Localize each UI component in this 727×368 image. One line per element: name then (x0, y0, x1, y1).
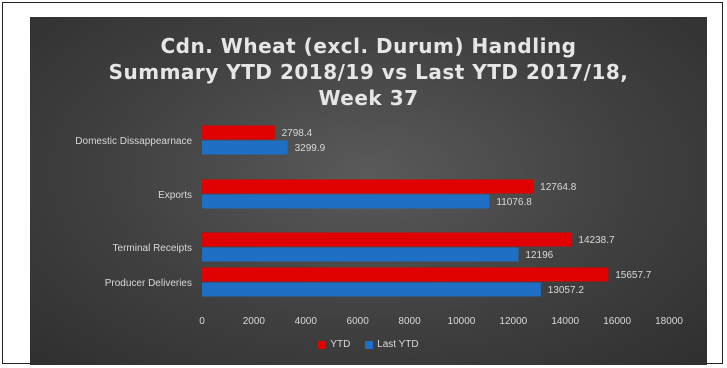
bar-ytd-terminal-receipts (202, 232, 572, 247)
legend-swatch-last-ytd (365, 340, 374, 349)
data-label-ytd-exports: 12764.8 (540, 182, 577, 193)
bar-ytd-producer-deliveries (202, 267, 609, 282)
x-tick-label-10000: 10000 (448, 316, 476, 327)
x-tick-label-0: 0 (199, 316, 205, 327)
x-tick-label-8000: 8000 (398, 316, 421, 327)
data-label-last-ytd-exports: 11076.8 (496, 197, 532, 208)
data-label-ytd-terminal-receipts: 14238.7 (578, 235, 615, 246)
chart-title-line-2: Summary YTD 2018/19 vs Last YTD 2017/18, (108, 60, 629, 84)
legend-swatch-ytd (318, 340, 327, 349)
x-tick-label-16000: 16000 (603, 316, 631, 327)
bar-last-ytd-terminal-receipts (202, 247, 519, 262)
x-tick-label-12000: 12000 (499, 316, 527, 327)
data-label-ytd-producer-deliveries: 15657.7 (615, 270, 652, 281)
category-label-producer-deliveries: Producer Deliveries (105, 278, 192, 289)
bar-last-ytd-exports (202, 194, 490, 209)
bar-ytd-exports (202, 179, 534, 194)
chart-title-line-3: Week 37 (318, 86, 419, 110)
legend-label-ytd: YTD (330, 339, 351, 350)
data-label-last-ytd-domestic-dissappearnace: 3299.9 (295, 143, 326, 154)
chart-title-line-1: Cdn. Wheat (excl. Durum) Handling (160, 34, 577, 58)
data-label-last-ytd-producer-deliveries: 13057.2 (548, 285, 585, 296)
legend-item-last-ytd: Last YTD (365, 339, 419, 350)
category-label-exports: Exports (158, 190, 192, 201)
data-label-last-ytd-terminal-receipts: 12196 (525, 250, 553, 261)
data-label-ytd-domestic-dissappearnace: 2798.4 (282, 128, 313, 139)
category-label-terminal-receipts: Terminal Receipts (113, 243, 192, 254)
bar-ytd-domestic-dissappearnace (202, 125, 275, 140)
bar-chart-plot: Domestic Dissappearnace 2798.4 3299.9 Expor… (75, 125, 683, 327)
legend-item-ytd: YTD (318, 339, 350, 350)
bar-last-ytd-domestic-dissappearnace (202, 140, 288, 155)
x-tick-label-2000: 2000 (243, 316, 266, 327)
x-tick-label-14000: 14000 (551, 316, 579, 327)
legend-label-last-ytd: Last YTD (377, 339, 419, 350)
chart-legend: YTD Last YTD (30, 339, 707, 352)
bar-last-ytd-producer-deliveries (202, 282, 541, 297)
category-label-domestic-dissappearnace: Domestic Dissappearnace (75, 136, 192, 147)
x-tick-label-4000: 4000 (295, 316, 318, 327)
chart-panel: Cdn. Wheat (excl. Durum) Handling Summar… (30, 17, 707, 365)
x-tick-label-6000: 6000 (347, 316, 370, 327)
x-tick-label-18000: 18000 (655, 316, 683, 327)
